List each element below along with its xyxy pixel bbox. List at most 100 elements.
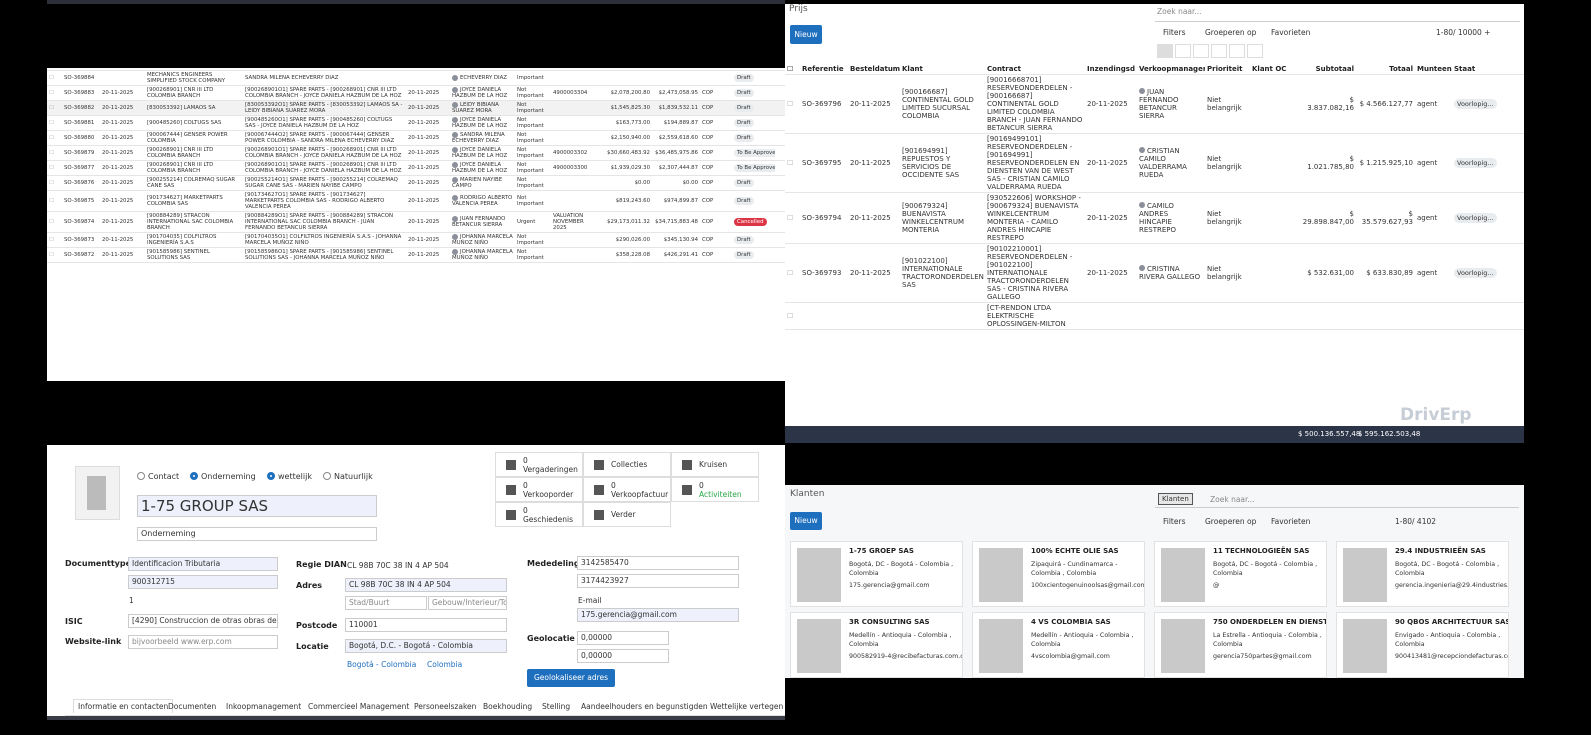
name-input[interactable]: 1-75 GROUP SAS — [137, 495, 377, 517]
column-header[interactable]: Staat — [1452, 64, 1510, 75]
table-row[interactable]: ☐ SO-369881 20-11-2025 [900485260] COLTUGS … — [47, 115, 785, 131]
favorites-button[interactable]: Favorieten — [1271, 28, 1311, 37]
table-row[interactable]: ☐ SO-369880 20-11-2025 [900067444] GENSER P… — [47, 130, 785, 146]
tab[interactable]: Informatie en contacten — [73, 699, 174, 713]
view-switch[interactable] — [1193, 44, 1209, 58]
table-row[interactable]: ☐ SO-369884 MECHANICS ENGINEERS SIMPLIFIED… — [47, 70, 785, 86]
location-link[interactable]: Bogotá - Colombia — [347, 660, 417, 669]
view-switch[interactable] — [1247, 44, 1263, 58]
table-row[interactable]: ☐ SO-369793 20-11-2025 [901022100] INTERNAT… — [785, 243, 1524, 303]
column-header[interactable]: Verkoopmanager — [1137, 64, 1205, 75]
tab[interactable]: Commercieel Management — [308, 702, 410, 711]
new-button[interactable]: Nieuw — [790, 25, 822, 44]
column-header[interactable]: Submission Date — [406, 68, 450, 71]
stat-button[interactable]: 0 Geschiedenis — [495, 502, 583, 527]
column-header[interactable]: Totaal — [1356, 64, 1415, 75]
column-header[interactable]: Contract — [985, 64, 1085, 75]
field-input[interactable]: Bogotá, D.C. - Bogotá - Colombia — [345, 639, 507, 653]
field-input[interactable]: 0,00000 — [577, 649, 669, 663]
column-header[interactable]: Priority — [515, 68, 551, 71]
customer-card[interactable]: 29.4 INDUSTRIEËN SAS Bogotá, DC - Bogotá … — [1336, 541, 1509, 607]
table-row[interactable]: ☐ [CT-RENDON LTDA ELEKTRISCHE OPLOSSINGEN… — [785, 302, 1524, 330]
radio-dot[interactable] — [137, 472, 145, 480]
stat-button[interactable]: 0 Activiteiten — [671, 477, 759, 502]
field-input[interactable]: 0,00000 — [577, 631, 669, 645]
column-header[interactable]: Prioriteit — [1205, 64, 1250, 75]
customer-card[interactable]: 100% ECHTE OLIE SAS Zipaquirá - Cundinama… — [972, 541, 1145, 607]
column-header[interactable]: Subtotaal — [1300, 64, 1356, 75]
customer-card[interactable]: 4 VS COLOMBIA SAS Medellín - Antioquia - … — [972, 612, 1145, 678]
field-input[interactable]: Gebouw/Interieur/Tor — [428, 596, 507, 610]
view-switch[interactable] — [1175, 44, 1191, 58]
stat-button[interactable]: 0 Vergaderingen — [495, 452, 583, 477]
view-switch[interactable] — [1157, 44, 1173, 58]
column-header[interactable]: Sales Executive — [450, 68, 515, 71]
column-header[interactable]: OC Client — [551, 68, 600, 71]
table-row[interactable]: ☐ SO-369875 20-11-2025 [901734627] MARKETPA… — [47, 190, 785, 212]
new-button[interactable]: Nieuw — [790, 512, 822, 530]
group-by-button[interactable]: Groeperen op — [1205, 517, 1257, 526]
field-input[interactable]: 900312715 — [128, 575, 278, 589]
column-header[interactable]: Currency — [700, 68, 732, 71]
table-row[interactable]: ☐ SO-369872 20-11-2025 [901585986] SENTINEL… — [47, 247, 785, 263]
stat-button[interactable]: Verder — [583, 502, 671, 527]
customer-card[interactable]: 750 ONDERDELEN EN DIENSTEN SAS La Estrell… — [1154, 612, 1327, 678]
column-header[interactable]: Munteen — [1415, 64, 1452, 75]
tab[interactable]: Documenten — [168, 702, 217, 711]
column-header[interactable]: Customer — [145, 68, 243, 71]
tab[interactable]: Aandeelhouders en begunstigden — [581, 702, 708, 711]
column-header[interactable]: Inzendingsd — [1085, 64, 1137, 75]
column-header[interactable]: Klant OC — [1250, 64, 1300, 75]
table-row[interactable]: ☐ SO-369794 20-11-2025 [900679324] BUENAVIS… — [785, 192, 1524, 244]
view-switch[interactable] — [1229, 44, 1245, 58]
customer-card[interactable]: 11 TECHNOLOGIEËN SAS Bogotá, DC - Bogotá … — [1154, 541, 1327, 607]
column-header[interactable]: Order Date — [100, 68, 145, 71]
column-header[interactable]: Referentie — [800, 64, 848, 75]
table-row[interactable]: ☐ SO-369879 20-11-2025 [900268901] CNR III … — [47, 145, 785, 161]
table-row[interactable]: ☐ SO-369876 20-11-2025 [900255214] COLREMAQ… — [47, 175, 785, 191]
radio-dot[interactable] — [323, 472, 331, 480]
stat-button[interactable]: Collecties — [583, 452, 671, 477]
table-row[interactable]: ☐ SO-369877 20-11-2025 [900268901] CNR III … — [47, 160, 785, 176]
field-input[interactable]: bijvoorbeeld www.erp.com — [128, 635, 278, 649]
table-row[interactable]: ☐ SO-369883 20-11-2025 [900268901] CNR III … — [47, 85, 785, 101]
field-input[interactable]: CL 98B 70C 38 IN 4 AP 504 — [345, 578, 507, 592]
field-input[interactable]: Stad/Buurt — [345, 596, 427, 610]
search-placeholder[interactable]: Zoek naar... — [1210, 495, 1255, 504]
column-header[interactable]: Besteldatum — [848, 64, 900, 75]
tab[interactable]: Boekhouding — [483, 702, 533, 711]
column-header[interactable]: Total — [652, 68, 700, 71]
stat-button[interactable]: 0 Verkooporder — [495, 477, 583, 502]
column-header[interactable]: Klant — [900, 64, 985, 75]
stat-button[interactable]: 0 Verkoopfactuur — [583, 477, 671, 502]
field-input[interactable]: 3142585470 — [577, 556, 739, 570]
filters-button[interactable]: Filters — [1163, 517, 1186, 526]
tab[interactable]: Wettelijke vertegen — [710, 702, 784, 711]
group-by-button[interactable]: Groeperen op — [1205, 28, 1257, 37]
location-link[interactable]: Colombia — [427, 660, 463, 669]
view-switch[interactable] — [1211, 44, 1227, 58]
search-box[interactable]: Zoek naar... — [1155, 4, 1520, 22]
geolocate-button[interactable]: Geolokaliseer adres — [527, 669, 615, 687]
field-input[interactable]: [4290] Construccion de otras obras de in… — [128, 614, 278, 628]
tab[interactable]: Stelling — [542, 702, 571, 711]
customer-card[interactable]: 1-75 GROEP SAS Bogotá, DC - Bogotá - Colo… — [790, 541, 963, 607]
table-row[interactable]: ☐ SO-369874 20-11-2025 [900884289] STRACON … — [47, 211, 785, 233]
field-input[interactable]: 175.gerencia@gmail.com — [577, 608, 739, 622]
company-type-select[interactable]: Onderneming — [137, 527, 377, 541]
customer-card[interactable]: 90 QBOS ARCHITECTUUR SAS Envigado - Antio… — [1336, 612, 1509, 678]
customer-card[interactable]: 3R CONSULTING SAS Medellín - Antioquia - … — [790, 612, 963, 678]
tab[interactable]: Personeelszaken — [414, 702, 477, 711]
table-row[interactable]: ☐ SO-369873 20-11-2025 [901704035] COLFILTR… — [47, 232, 785, 248]
field-input[interactable]: 3174423927 — [577, 574, 739, 588]
field-input[interactable]: Identificacion Tributaria — [128, 557, 278, 571]
tab[interactable]: Inkoopmanagement — [226, 702, 302, 711]
table-row[interactable]: ☐ SO-369795 20-11-2025 [901694991] REPUESTO… — [785, 133, 1524, 193]
column-header[interactable]: Subtotal — [600, 68, 652, 71]
stat-button[interactable]: Kruisen — [671, 452, 759, 477]
table-row[interactable]: ☐ SO-369796 20-11-2025 [900166687] CONTINEN… — [785, 74, 1524, 134]
table-row[interactable]: ☐ SO-369882 20-11-2025 [830053392] LAMAOS S… — [47, 100, 785, 116]
column-header[interactable]: Reference — [62, 68, 100, 71]
column-header[interactable]: State — [732, 68, 775, 71]
favorites-button[interactable]: Favorieten — [1271, 517, 1311, 526]
